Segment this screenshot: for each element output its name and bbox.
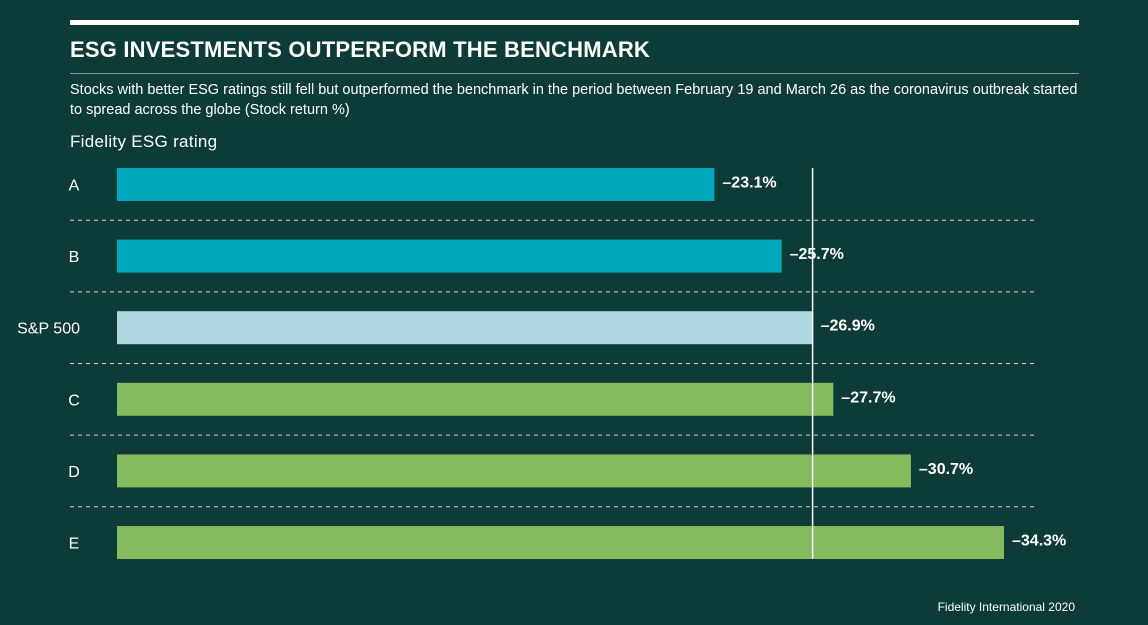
source-credit: Fidelity International 2020 — [937, 600, 1075, 614]
bar-b — [117, 239, 782, 273]
category-label: C — [68, 392, 80, 409]
y-axis-title: Fidelity ESG rating — [70, 132, 218, 151]
category-label: S&P 500 — [17, 321, 80, 338]
category-label: D — [68, 464, 80, 481]
value-label: –34.3% — [1012, 533, 1066, 550]
top-rule — [70, 20, 1079, 25]
value-label: –25.7% — [790, 246, 844, 263]
category-label: A — [69, 178, 80, 195]
chart-title: ESG INVESTMENTS OUTPERFORM THE BENCHMARK — [70, 37, 651, 62]
bar-s-p-500 — [117, 311, 813, 345]
category-label: E — [69, 536, 80, 553]
bar-d — [117, 454, 911, 488]
value-label: –26.9% — [821, 318, 875, 335]
value-label: –30.7% — [919, 461, 973, 478]
value-label: –27.7% — [841, 389, 895, 406]
value-label: –23.1% — [722, 175, 776, 192]
chart-subtitle: Stocks with better ESG ratings still fel… — [70, 82, 1078, 118]
bar-e — [117, 526, 1004, 559]
category-label: B — [69, 249, 80, 266]
title-divider — [70, 73, 1079, 74]
bar-c — [117, 382, 834, 416]
bar-a — [117, 168, 715, 201]
